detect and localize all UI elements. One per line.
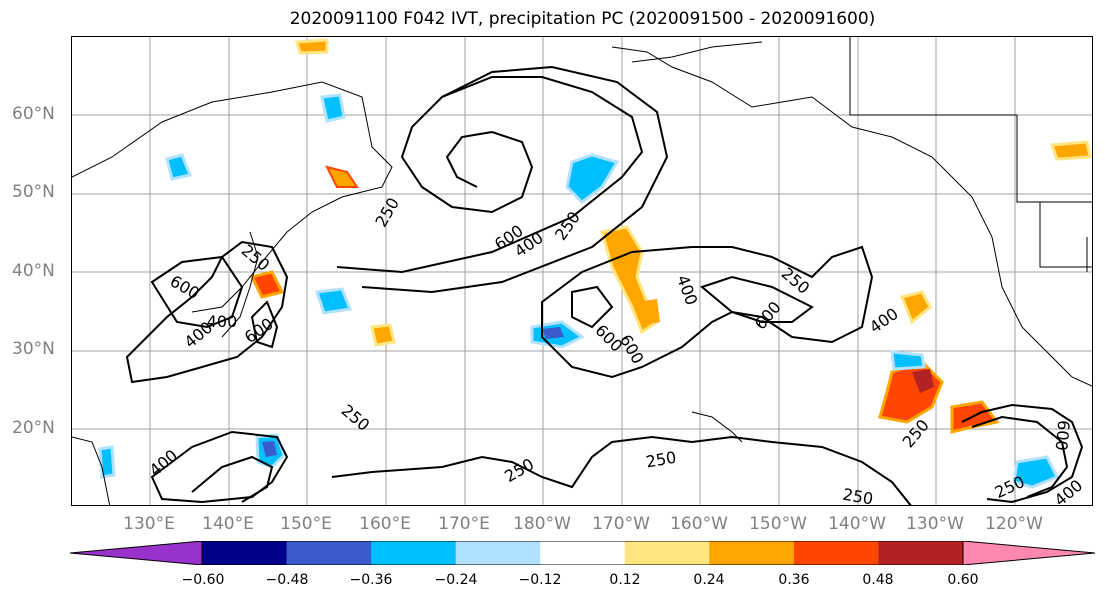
colorbar-segment xyxy=(709,541,795,565)
colorbar-segment xyxy=(371,541,457,565)
graticule xyxy=(72,37,1092,505)
lon-label-150w: 150°W xyxy=(749,514,807,534)
colorbar-tick: 0.36 xyxy=(778,572,810,588)
plot-title: 2020091100 F042 IVT, precipitation PC (2… xyxy=(289,9,876,29)
colorbar-tick: −0.60 xyxy=(181,572,225,588)
lon-label-160w: 160°W xyxy=(670,514,728,534)
colorbar-tick: −0.36 xyxy=(349,572,393,588)
lat-label-40n: 40°N xyxy=(12,261,55,281)
contour-label: 250 xyxy=(551,208,584,244)
lat-label-60n: 60°N xyxy=(12,104,55,124)
colorbar-segment xyxy=(202,541,288,565)
map-panel[interactable]: 250 250 250 250 250 250 250 250 250 250 … xyxy=(71,36,1093,506)
lon-label-150e: 150°E xyxy=(280,514,332,534)
lon-label-120w: 120°W xyxy=(985,514,1043,534)
contour-label: 250 xyxy=(371,194,403,230)
ivt-contours xyxy=(125,65,1084,505)
lon-label-160e: 160°E xyxy=(359,514,411,534)
colorbar-segment xyxy=(793,541,879,565)
lon-label-170w: 170°W xyxy=(592,514,650,534)
colorbar-segment xyxy=(624,541,710,565)
colorbar-tick: −0.24 xyxy=(434,572,478,588)
contour-label: 250 xyxy=(644,448,677,472)
contour-label: 400 xyxy=(673,273,701,308)
lon-label-170e: 170°E xyxy=(438,514,490,534)
contour-label: 250 xyxy=(841,485,874,506)
map-canvas: 250 250 250 250 250 250 250 250 250 250 … xyxy=(72,37,1092,506)
colorbar xyxy=(70,541,1095,565)
colorbar-tick: 0.12 xyxy=(609,572,641,588)
colorbar-tick: 0.60 xyxy=(947,572,979,588)
colorbar-tick: 0.24 xyxy=(693,572,725,588)
lat-label-30n: 30°N xyxy=(12,339,55,359)
contour-label: 600 xyxy=(1052,419,1074,451)
borders xyxy=(849,37,1092,272)
contour-label: 400 xyxy=(866,304,902,337)
contour-label: 600 xyxy=(241,314,277,347)
colorbar-segment xyxy=(455,541,541,565)
colorbar-tick: −0.12 xyxy=(518,572,562,588)
colorbar-tick: −0.48 xyxy=(265,572,309,588)
contour-label: 400 xyxy=(146,446,182,480)
contour-label: 400 xyxy=(207,312,238,331)
lon-label-140w: 140°W xyxy=(828,514,886,534)
lat-label-20n: 20°N xyxy=(12,418,55,438)
colorbar-segment xyxy=(878,541,964,565)
contour-label: 250 xyxy=(338,401,374,435)
contour-label: 600 xyxy=(167,271,203,303)
colorbar-segment xyxy=(286,541,372,565)
colorbar-tick: 0.48 xyxy=(862,572,894,588)
contour-label: 250 xyxy=(501,454,537,486)
lat-label-50n: 50°N xyxy=(12,182,55,202)
lon-label-130w: 130°W xyxy=(906,514,964,534)
lon-label-130e: 130°E xyxy=(123,514,175,534)
coastlines xyxy=(72,41,1092,505)
lon-label-180w: 180°W xyxy=(513,514,571,534)
lon-label-140e: 140°E xyxy=(202,514,254,534)
colorbar-segment xyxy=(540,541,626,565)
